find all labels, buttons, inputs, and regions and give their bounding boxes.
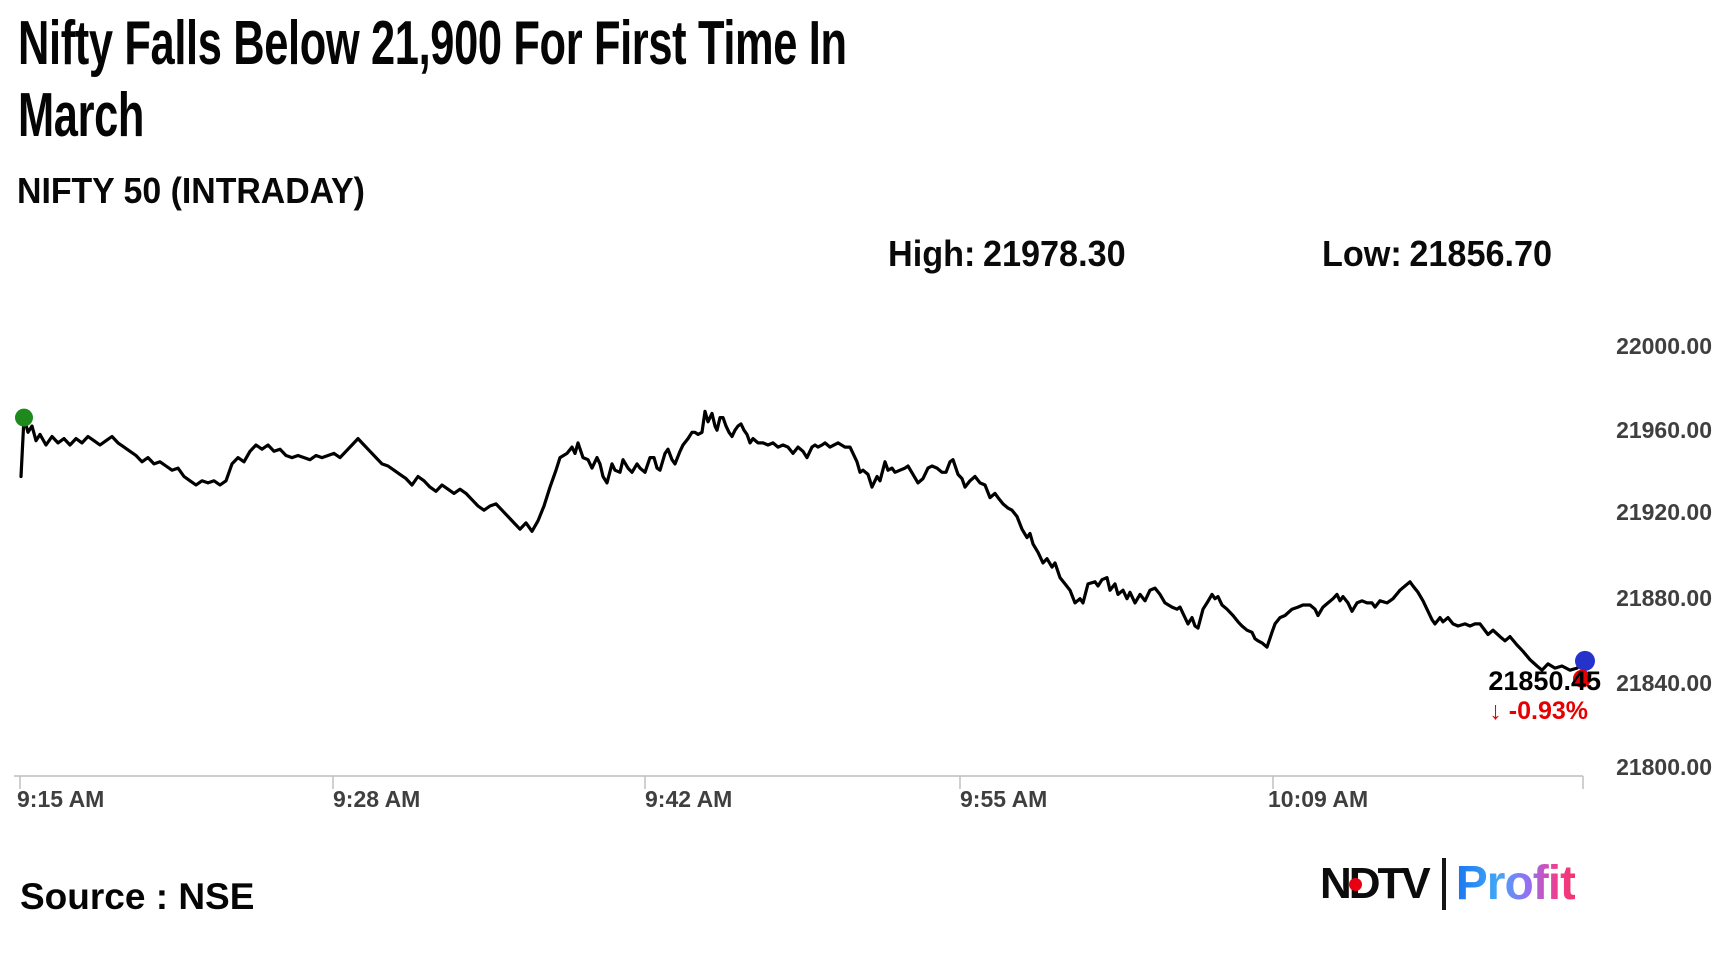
low-value: 21856.70 — [1409, 233, 1553, 274]
x-axis-label-955: 9:55 AM — [960, 786, 1048, 812]
page-title: Nifty Falls Below 21,900 For First Time … — [18, 8, 1202, 152]
low-label: Low: — [1322, 233, 1402, 274]
high-stat: High: 21978.30 — [888, 233, 1126, 275]
y-axis-label-21960: 21960.00 — [1616, 417, 1712, 443]
high-label: High: — [888, 233, 976, 274]
ndtv-red-dot-icon — [1349, 878, 1362, 891]
low-stat: Low: 21856.70 — [1322, 233, 1552, 275]
open-marker — [15, 408, 33, 427]
y-axis-label-21880: 21880.00 — [1616, 585, 1712, 611]
y-axis-label-21920: 21920.00 — [1616, 499, 1712, 525]
y-axis-label-21840: 21840.00 — [1616, 670, 1712, 696]
x-axis-label-942: 9:42 AM — [645, 786, 733, 812]
change-percent-label: ↓ -0.93% — [1489, 697, 1588, 725]
y-axis-label-22000: 22000.00 — [1616, 333, 1712, 359]
logo-divider — [1441, 858, 1446, 910]
profit-wordmark: Profit — [1456, 854, 1576, 914]
x-axis-label-1009: 10:09 AM — [1268, 786, 1369, 812]
ndtv-logo-text: NDTV — [1320, 854, 1431, 914]
source-credit: Source : NSE — [20, 876, 255, 917]
low-tag-marker — [1573, 669, 1591, 688]
x-axis-label-915: 9:15 AM — [17, 786, 105, 812]
high-value: 21978.30 — [982, 233, 1126, 274]
last-price-label: 21850.45 — [1488, 666, 1601, 696]
ndtv-profit-logo: NDTV Profit — [1320, 854, 1576, 914]
x-axis-label-928: 9:28 AM — [333, 786, 421, 812]
page-title-line-2: March — [18, 81, 145, 150]
ndtv-wordmark: NDTV — [1320, 859, 1431, 908]
chart-subtitle: NIFTY 50 (INTRADAY) — [17, 170, 365, 211]
y-axis-label-21800: 21800.00 — [1616, 754, 1712, 780]
page-title-line-1: Nifty Falls Below 21,900 For First Time … — [18, 9, 847, 78]
last-marker — [1575, 650, 1595, 671]
price-line — [19, 409, 1587, 672]
